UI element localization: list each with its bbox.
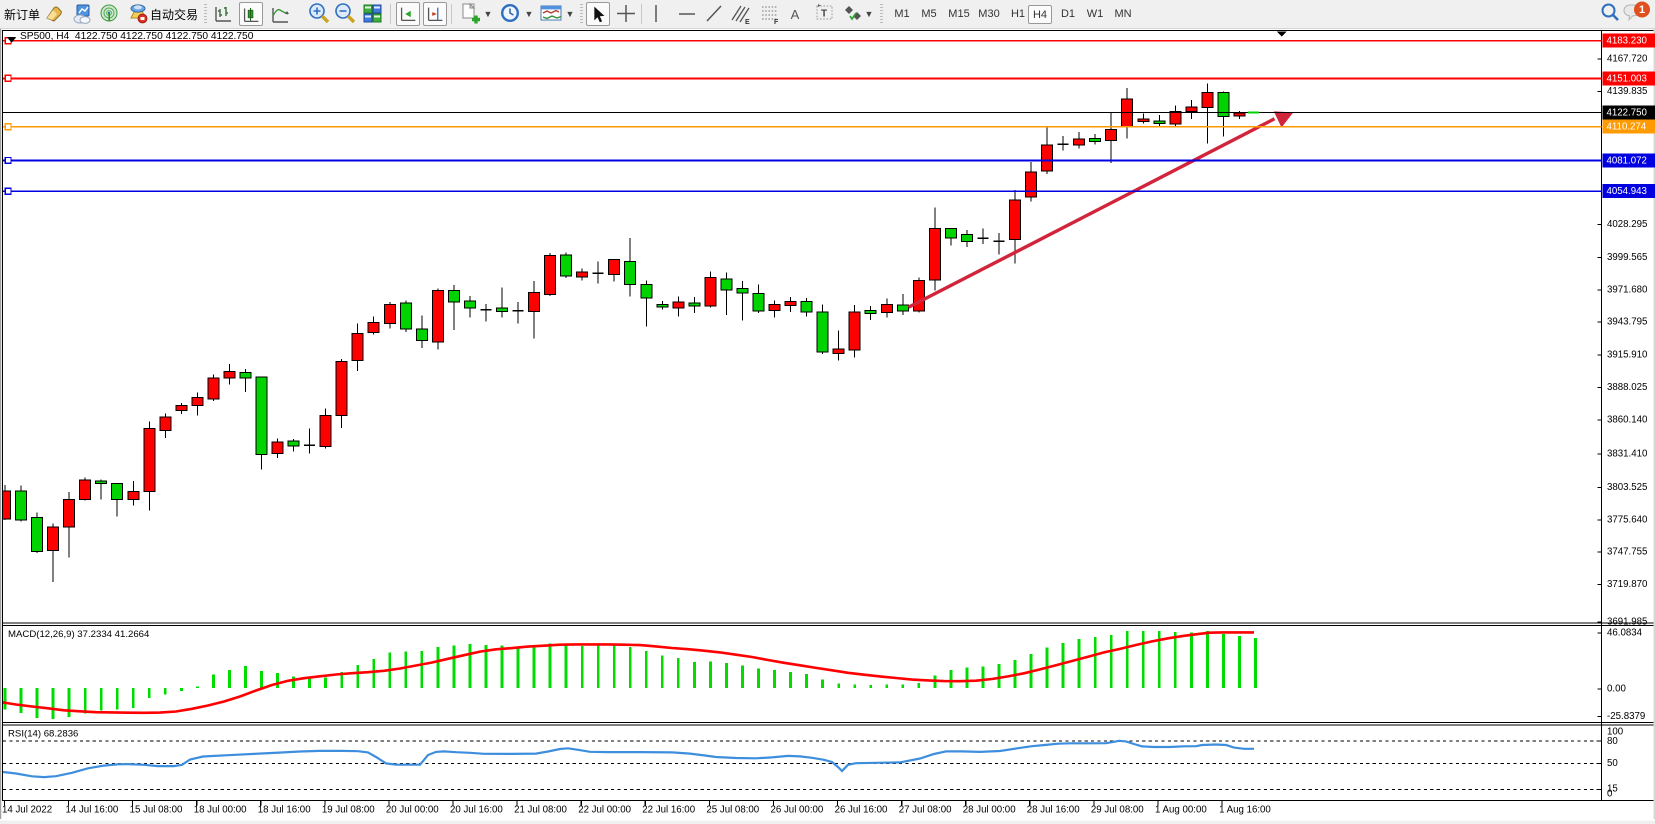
svg-text:22 Jul 16:00: 22 Jul 16:00: [642, 805, 695, 816]
svg-text:1 Aug 16:00: 1 Aug 16:00: [1219, 805, 1271, 816]
svg-text:29 Jul 08:00: 29 Jul 08:00: [1091, 805, 1144, 816]
svg-text:T: T: [821, 9, 827, 20]
svg-text:3691.985: 3691.985: [1607, 616, 1647, 627]
svg-text:15 Jul 08:00: 15 Jul 08:00: [130, 805, 183, 816]
svg-text:27 Jul 08:00: 27 Jul 08:00: [899, 805, 952, 816]
svg-text:25 Jul 08:00: 25 Jul 08:00: [706, 805, 759, 816]
svg-text:3915.910: 3915.910: [1607, 350, 1648, 361]
svg-text:4167.720: 4167.720: [1607, 54, 1648, 65]
svg-text:19 Jul 08:00: 19 Jul 08:00: [322, 805, 375, 816]
svg-text:14 Jul 16:00: 14 Jul 16:00: [66, 805, 119, 816]
svg-text:4122.750: 4122.750: [1607, 107, 1648, 118]
svg-text:4081.072: 4081.072: [1607, 155, 1647, 166]
svg-text:3971.680: 3971.680: [1607, 284, 1648, 295]
svg-text:80: 80: [1607, 736, 1618, 747]
svg-text:18 Jul 00:00: 18 Jul 00:00: [194, 805, 247, 816]
svg-text:1: 1: [1639, 4, 1645, 16]
svg-text:4110.274: 4110.274: [1607, 122, 1647, 133]
svg-text:14 Jul 2022: 14 Jul 2022: [2, 805, 52, 816]
svg-text:26 Jul 00:00: 26 Jul 00:00: [771, 805, 824, 816]
svg-text:3831.410: 3831.410: [1607, 449, 1648, 460]
svg-text:3943.795: 3943.795: [1607, 317, 1647, 328]
svg-text:20 Jul 16:00: 20 Jul 16:00: [450, 805, 503, 816]
svg-text:3747.755: 3747.755: [1607, 547, 1647, 558]
svg-text:22 Jul 00:00: 22 Jul 00:00: [578, 805, 631, 816]
svg-text:3719.870: 3719.870: [1607, 579, 1648, 590]
svg-text:4151.003: 4151.003: [1607, 73, 1647, 84]
svg-text:100: 100: [1607, 727, 1624, 738]
svg-text:4028.295: 4028.295: [1607, 219, 1647, 230]
svg-text:3860.140: 3860.140: [1607, 414, 1648, 425]
svg-text:26 Jul 16:00: 26 Jul 16:00: [835, 805, 888, 816]
svg-text:50: 50: [1607, 758, 1618, 769]
svg-text:E: E: [745, 19, 750, 26]
svg-text:20 Jul 00:00: 20 Jul 00:00: [386, 805, 439, 816]
svg-text:4139.835: 4139.835: [1607, 86, 1647, 97]
svg-text:0: 0: [1607, 788, 1613, 799]
svg-text:-25.8379: -25.8379: [1607, 711, 1645, 722]
svg-text:4054.943: 4054.943: [1607, 186, 1647, 197]
svg-text:3775.640: 3775.640: [1607, 514, 1648, 525]
svg-text:28 Jul 00:00: 28 Jul 00:00: [963, 805, 1016, 816]
svg-text:15: 15: [1607, 784, 1618, 795]
svg-text:3888.025: 3888.025: [1607, 382, 1647, 393]
svg-text:4183.230: 4183.230: [1607, 36, 1648, 47]
svg-text:RSI(14) 68.2836: RSI(14) 68.2836: [8, 729, 78, 740]
svg-text:1 Aug 00:00: 1 Aug 00:00: [1155, 805, 1207, 816]
svg-text:3999.565: 3999.565: [1607, 252, 1647, 263]
svg-text:MACD(12,26,9) 37.2334 41.2664: MACD(12,26,9) 37.2334 41.2664: [8, 629, 150, 640]
svg-text:21 Jul 08:00: 21 Jul 08:00: [514, 805, 567, 816]
svg-text:46.0834: 46.0834: [1607, 627, 1643, 638]
svg-text:F: F: [774, 19, 779, 26]
svg-text:18 Jul 16:00: 18 Jul 16:00: [258, 805, 311, 816]
svg-text:3803.525: 3803.525: [1607, 482, 1647, 493]
svg-text:28 Jul 16:00: 28 Jul 16:00: [1027, 805, 1080, 816]
svg-text:SP500, H4 4122.750 4122.750 4: SP500, H4 4122.750 4122.750 4122.750 412…: [20, 31, 254, 42]
svg-text:0.00: 0.00: [1607, 683, 1626, 694]
